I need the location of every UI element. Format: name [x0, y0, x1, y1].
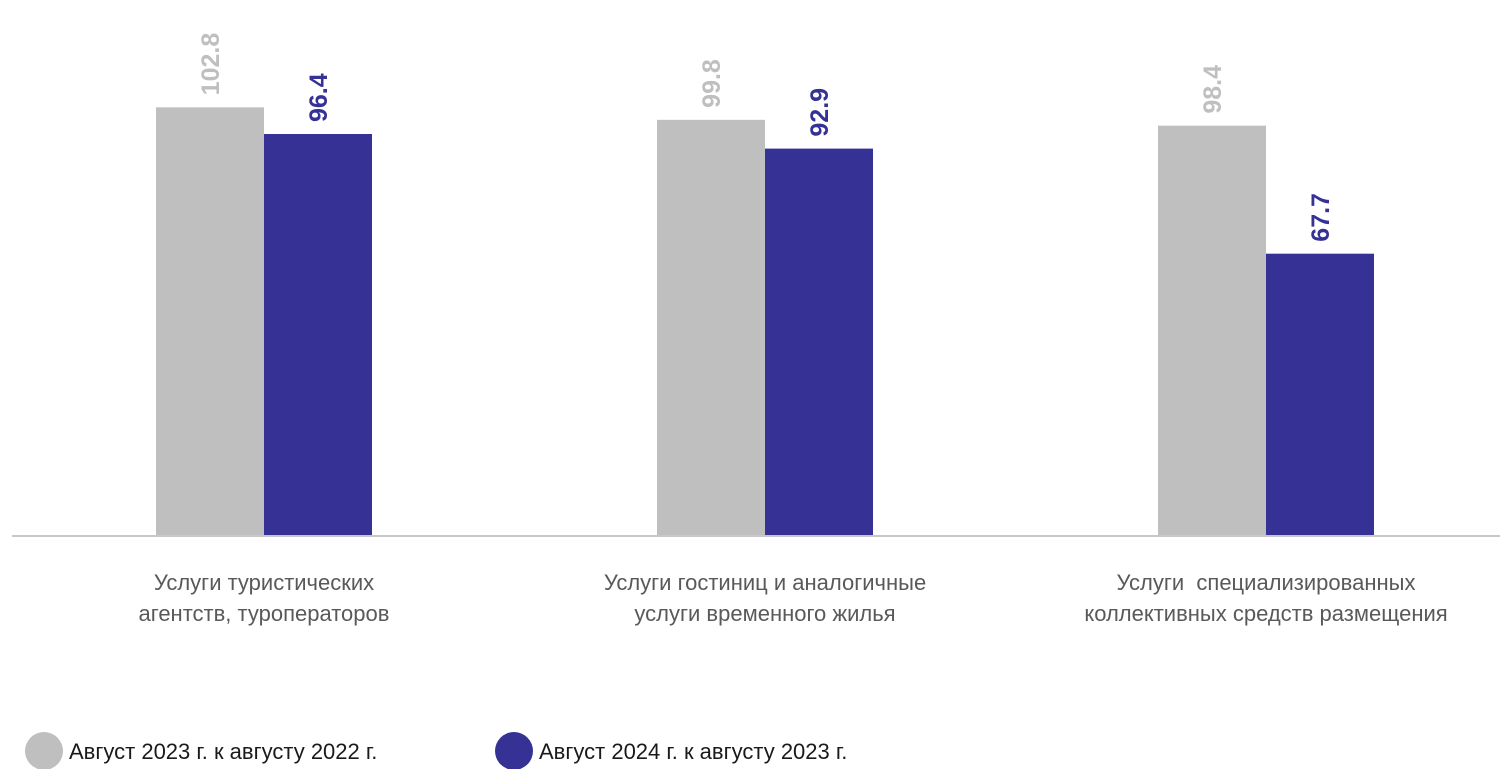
category-label-2-line-1: коллективных средств размещения	[1084, 601, 1447, 626]
bar-series-1-cat-2	[1266, 253, 1374, 537]
bar-series-0-cat-0	[156, 107, 264, 536]
bar-series-1-cat-0	[264, 134, 372, 536]
data-label-series-1-cat-0: 96.4	[305, 73, 333, 122]
bar-series-1-cat-1	[765, 148, 873, 536]
data-label-series-0-cat-2: 98.4	[1199, 65, 1227, 114]
data-label-series-0-cat-0: 102.8	[197, 33, 225, 96]
legend-label-series-0: Август 2023 г. к августу 2022 г.	[69, 739, 377, 764]
bar-series-0-cat-1	[657, 119, 765, 537]
legend-marker-series-0	[25, 732, 63, 769]
data-label-series-1-cat-1: 92.9	[806, 88, 834, 137]
category-labels-group: Услуги туристических агентств, туроперато…	[139, 570, 1448, 626]
data-label-series-1-cat-2: 67.7	[1307, 193, 1335, 242]
category-label-2-line-0: Услуги специализированных	[1117, 570, 1416, 595]
data-label-series-0-cat-1: 99.8	[698, 59, 726, 108]
legend-marker-series-1	[495, 732, 533, 769]
category-label-1-line-1: услуги временного жилья	[634, 601, 895, 626]
value-labels-group: 102.8 96.4 99.8 92.9 98.4 67.7	[197, 33, 1335, 242]
bar-series-0-cat-2	[1158, 125, 1266, 536]
category-label-0-line-0: Услуги туристических	[154, 570, 374, 595]
category-label-0-line-1: агентств, туроператоров	[139, 601, 390, 626]
legend-label-series-1: Август 2024 г. к августу 2023 г.	[539, 739, 847, 764]
legend: Август 2023 г. к августу 2022 г. Август 2…	[25, 732, 847, 769]
bars-group	[156, 107, 1374, 537]
category-label-1-line-0: Услуги гостиниц и аналогичные	[604, 570, 926, 595]
